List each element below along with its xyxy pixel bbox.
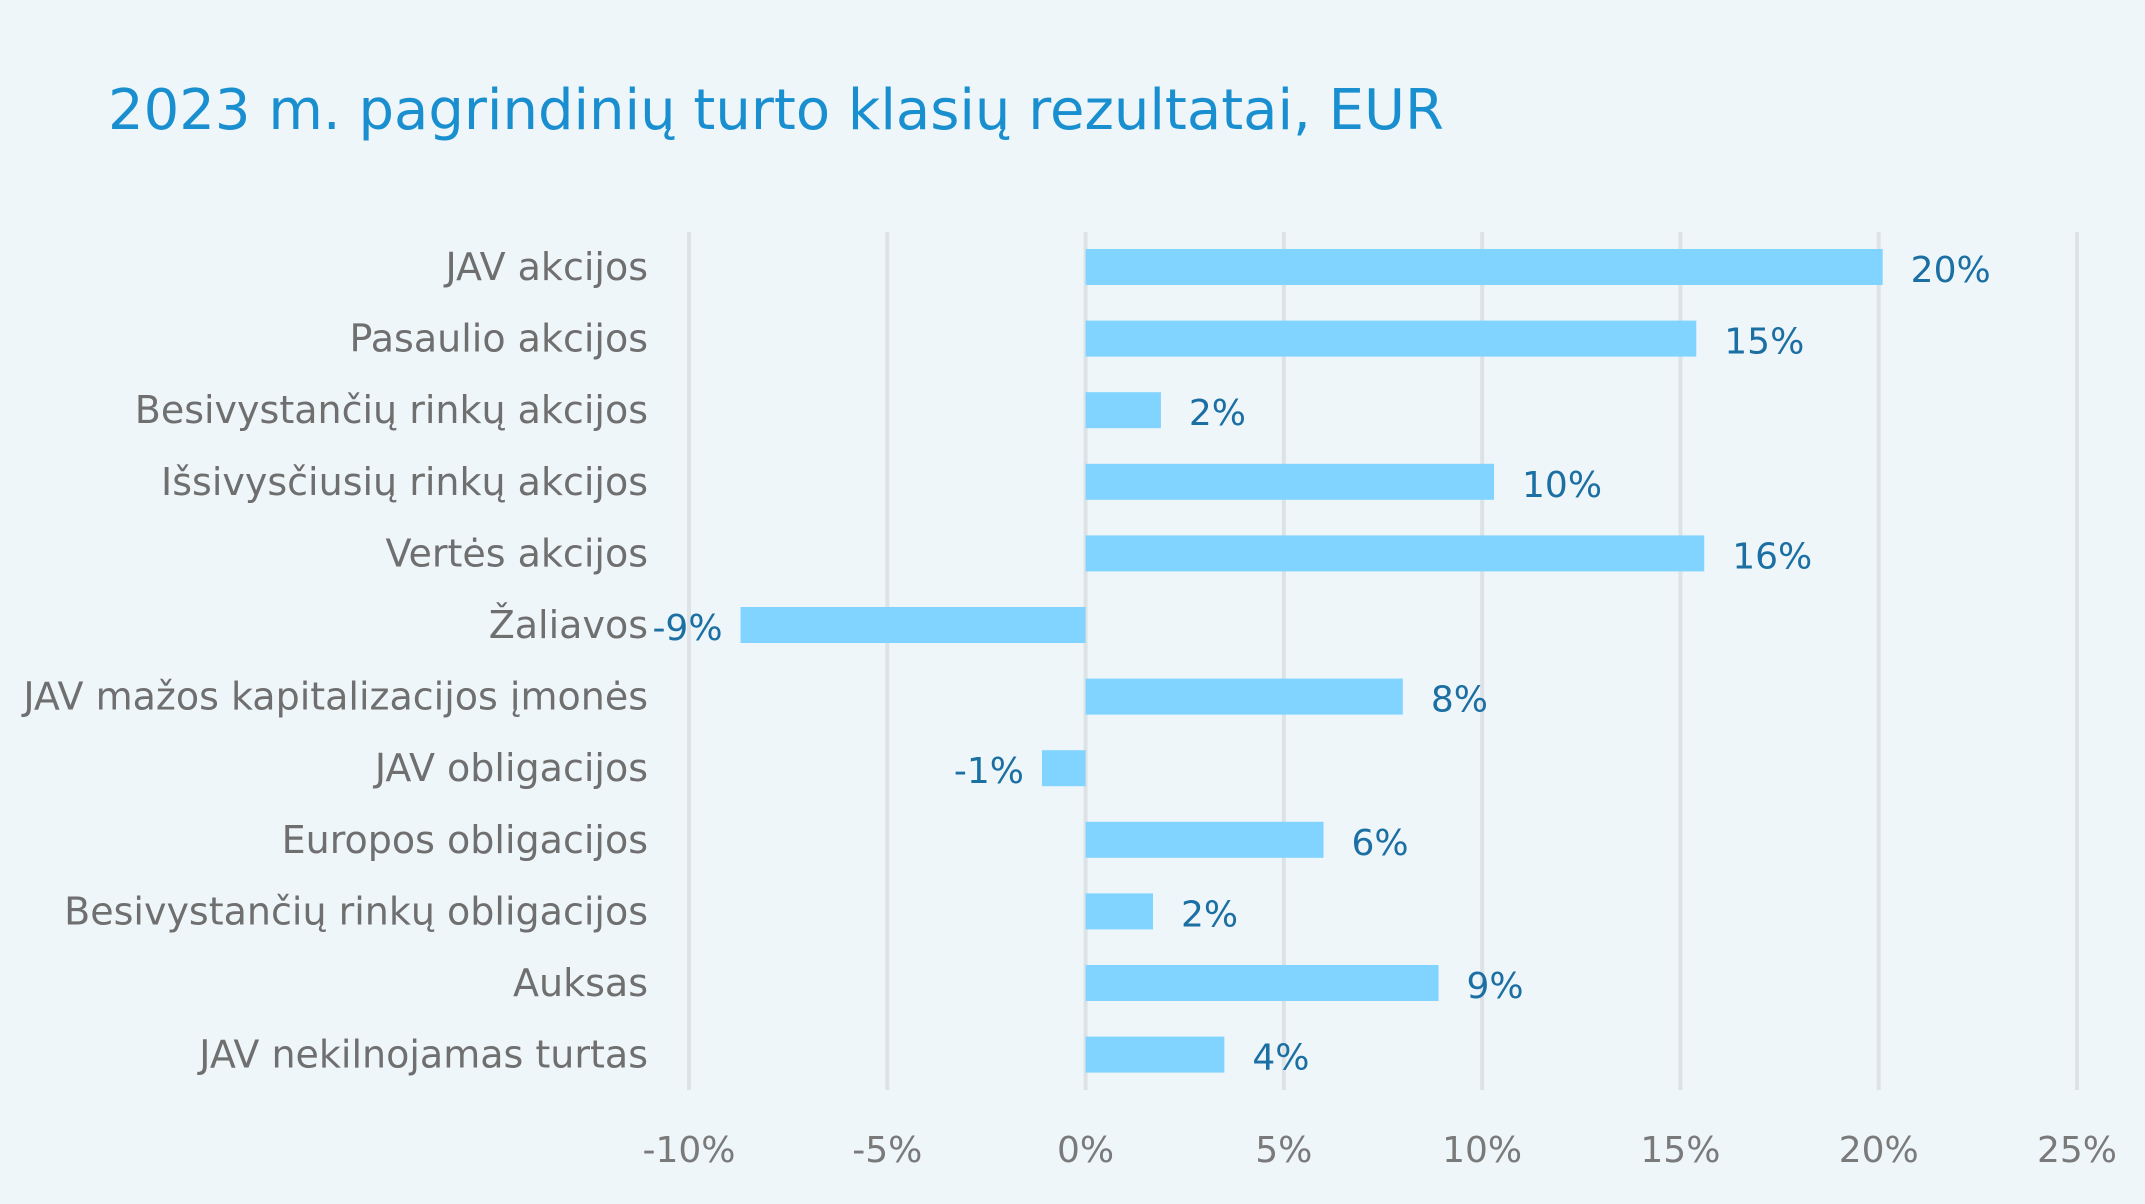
bar (1085, 965, 1439, 1001)
data-label: -1% (954, 751, 1024, 792)
bar (1085, 535, 1705, 572)
category-label: Vertės akcijos (385, 531, 648, 575)
bar (1085, 678, 1403, 715)
category-label: Išsivysčiusių rinkų akcijos (161, 460, 648, 504)
x-tick-label: -10% (642, 1130, 735, 1171)
data-label: -9% (652, 608, 722, 649)
data-label: 8% (1431, 680, 1488, 721)
bar (1085, 320, 1697, 357)
data-label: 6% (1352, 823, 1409, 864)
category-label: JAV mažos kapitalizacijos įmonės (21, 675, 648, 719)
x-tick-label: 15% (1640, 1130, 1720, 1171)
category-label: Besivystančių rinkų akcijos (135, 388, 648, 432)
chart-title: 2023 m. pagrindinių turto klasių rezulta… (108, 78, 1444, 143)
data-label: 15% (1724, 322, 1804, 363)
bar (1041, 750, 1086, 787)
category-label: Pasaulio akcijos (350, 317, 648, 361)
category-label: JAV akcijos (443, 245, 648, 289)
bar (1085, 821, 1324, 858)
category-label: JAV nekilnojamas turtas (197, 1033, 648, 1077)
bar (740, 607, 1086, 643)
category-label: Europos obligacijos (282, 818, 648, 862)
category-label: Besivystančių rinkų obligacijos (64, 889, 648, 933)
bar (1085, 463, 1495, 500)
x-tick-label: 25% (2037, 1130, 2117, 1171)
data-label: 2% (1181, 894, 1238, 935)
data-label: 4% (1252, 1038, 1309, 1079)
data-label: 20% (1911, 250, 1991, 291)
x-tick-label: 0% (1057, 1130, 1114, 1171)
bar (1085, 893, 1153, 930)
bar (1085, 1036, 1225, 1073)
bar (1085, 249, 1883, 285)
data-label: 16% (1732, 536, 1812, 577)
category-label: JAV obligacijos (373, 746, 648, 790)
data-label: 10% (1522, 465, 1602, 506)
category-label: Žaliavos (489, 603, 648, 647)
x-tick-label: 20% (1839, 1130, 1919, 1171)
x-tick-label: 5% (1255, 1130, 1312, 1171)
data-label: 9% (1467, 966, 1524, 1007)
x-tick-label: -5% (852, 1130, 922, 1171)
category-label: Auksas (513, 961, 648, 1005)
bar (1085, 392, 1161, 429)
data-label: 2% (1189, 393, 1246, 434)
x-tick-label: 10% (1442, 1130, 1522, 1171)
